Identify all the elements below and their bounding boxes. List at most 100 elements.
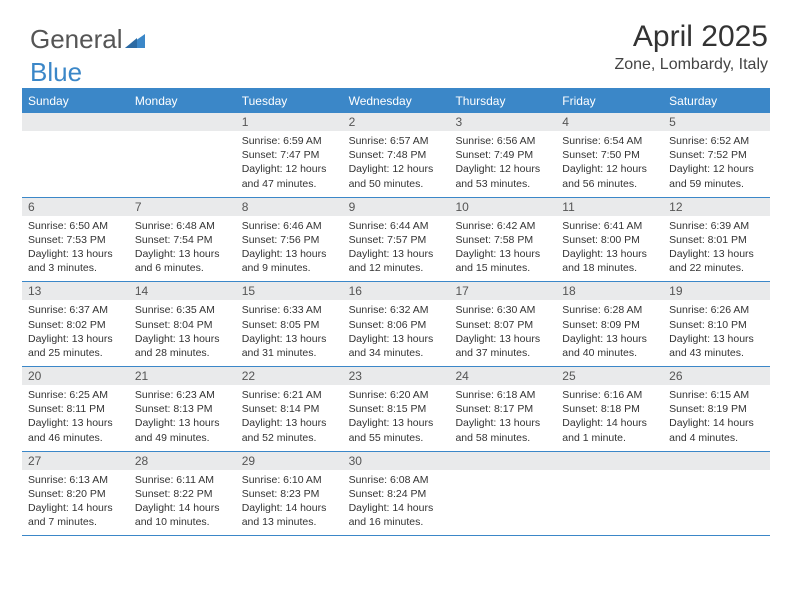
- day-number: 15: [236, 282, 343, 300]
- daylight-text: Daylight: 13 hours and 58 minutes.: [455, 416, 550, 444]
- sunrise-text: Sunrise: 6:08 AM: [349, 473, 444, 487]
- sunset-text: Sunset: 7:56 PM: [242, 233, 337, 247]
- calendar-day-cell: 7 Sunrise: 6:48 AMSunset: 7:54 PMDaylight…: [129, 198, 236, 282]
- day-info: Sunrise: 6:21 AMSunset: 8:14 PMDaylight:…: [236, 388, 343, 445]
- sunrise-text: Sunrise: 6:26 AM: [669, 303, 764, 317]
- daylight-text: Daylight: 13 hours and 37 minutes.: [455, 332, 550, 360]
- sunset-text: Sunset: 8:07 PM: [455, 318, 550, 332]
- sunrise-text: Sunrise: 6:18 AM: [455, 388, 550, 402]
- day-number: 21: [129, 367, 236, 385]
- day-info: Sunrise: 6:25 AMSunset: 8:11 PMDaylight:…: [22, 388, 129, 445]
- sunset-text: Sunset: 8:15 PM: [349, 402, 444, 416]
- sunrise-text: Sunrise: 6:44 AM: [349, 219, 444, 233]
- sunrise-text: Sunrise: 6:39 AM: [669, 219, 764, 233]
- sunrise-text: Sunrise: 6:35 AM: [135, 303, 230, 317]
- sunset-text: Sunset: 8:23 PM: [242, 487, 337, 501]
- sunset-text: Sunset: 8:19 PM: [669, 402, 764, 416]
- daylight-text: Daylight: 13 hours and 46 minutes.: [28, 416, 123, 444]
- calendar-day-cell: 5Sunrise: 6:52 AMSunset: 7:52 PMDaylight…: [663, 113, 770, 197]
- sunset-text: Sunset: 8:02 PM: [28, 318, 123, 332]
- day-number: 19: [663, 282, 770, 300]
- day-number: 7: [129, 198, 236, 216]
- sunrise-text: Sunrise: 6:56 AM: [455, 134, 550, 148]
- sunrise-text: Sunrise: 6:25 AM: [28, 388, 123, 402]
- calendar-day-cell: 27Sunrise: 6:13 AMSunset: 8:20 PMDayligh…: [22, 452, 129, 536]
- calendar-day-cell: 16Sunrise: 6:32 AMSunset: 8:06 PMDayligh…: [343, 282, 450, 366]
- day-number: 29: [236, 452, 343, 470]
- day-info: Sunrise: 6:11 AMSunset: 8:22 PMDaylight:…: [129, 473, 236, 530]
- sunrise-text: Sunrise: 6:46 AM: [242, 219, 337, 233]
- daylight-text: Daylight: 13 hours and 9 minutes.: [242, 247, 337, 275]
- sunset-text: Sunset: 7:50 PM: [562, 148, 657, 162]
- day-info: Sunrise: 6:18 AMSunset: 8:17 PMDaylight:…: [449, 388, 556, 445]
- calendar-day-cell: 10 Sunrise: 6:42 AMSunset: 7:58 PMDayligh…: [449, 198, 556, 282]
- daylight-text: Daylight: 13 hours and 12 minutes.: [349, 247, 444, 275]
- day-info: Sunrise: 6:39 AMSunset: 8:01 PMDaylight:…: [663, 219, 770, 276]
- sunset-text: Sunset: 7:54 PM: [135, 233, 230, 247]
- day-number: 10: [449, 198, 556, 216]
- calendar-header-cell: Thursday: [449, 90, 556, 113]
- calendar-day-cell: 23 Sunrise: 6:20 AMSunset: 8:15 PMDayligh…: [343, 367, 450, 451]
- day-number: 26: [663, 367, 770, 385]
- day-info: Sunrise: 6:42 AMSunset: 7:58 PMDaylight:…: [449, 219, 556, 276]
- calendar-day-cell: [129, 113, 236, 197]
- daylight-text: Daylight: 12 hours and 53 minutes.: [455, 162, 550, 190]
- day-number: [663, 452, 770, 470]
- sunrise-text: Sunrise: 6:21 AM: [242, 388, 337, 402]
- day-number: 4: [556, 113, 663, 131]
- sunset-text: Sunset: 8:14 PM: [242, 402, 337, 416]
- day-info: Sunrise: 6:52 AMSunset: 7:52 PMDaylight:…: [663, 134, 770, 191]
- sunrise-text: Sunrise: 6:41 AM: [562, 219, 657, 233]
- day-info: Sunrise: 6:23 AMSunset: 8:13 PMDaylight:…: [129, 388, 236, 445]
- sunrise-text: Sunrise: 6:15 AM: [669, 388, 764, 402]
- daylight-text: Daylight: 13 hours and 15 minutes.: [455, 247, 550, 275]
- calendar-day-cell: 15Sunrise: 6:33 AMSunset: 8:05 PMDayligh…: [236, 282, 343, 366]
- daylight-text: Daylight: 14 hours and 7 minutes.: [28, 501, 123, 529]
- day-info: Sunrise: 6:26 AMSunset: 8:10 PMDaylight:…: [663, 303, 770, 360]
- logo: General Blue: [30, 24, 147, 88]
- day-info: Sunrise: 6:50 AMSunset: 7:53 PMDaylight:…: [22, 219, 129, 276]
- sunset-text: Sunset: 7:49 PM: [455, 148, 550, 162]
- calendar-day-cell: [449, 452, 556, 536]
- sunrise-text: Sunrise: 6:59 AM: [242, 134, 337, 148]
- day-info: Sunrise: 6:48 AMSunset: 7:54 PMDaylight:…: [129, 219, 236, 276]
- calendar-day-cell: 14Sunrise: 6:35 AMSunset: 8:04 PMDayligh…: [129, 282, 236, 366]
- calendar-day-cell: 9Sunrise: 6:44 AMSunset: 7:57 PMDaylight…: [343, 198, 450, 282]
- day-info: Sunrise: 6:59 AMSunset: 7:47 PMDaylight:…: [236, 134, 343, 191]
- sunset-text: Sunset: 8:17 PM: [455, 402, 550, 416]
- day-number: 30: [343, 452, 450, 470]
- sunrise-text: Sunrise: 6:23 AM: [135, 388, 230, 402]
- logo-part2: Blue: [30, 57, 82, 87]
- calendar-week-row: 1Sunrise: 6:59 AMSunset: 7:47 PMDaylight…: [22, 113, 770, 198]
- sunset-text: Sunset: 8:11 PM: [28, 402, 123, 416]
- calendar-day-cell: 25Sunrise: 6:16 AMSunset: 8:18 PMDayligh…: [556, 367, 663, 451]
- sunset-text: Sunset: 8:05 PM: [242, 318, 337, 332]
- daylight-text: Daylight: 13 hours and 55 minutes.: [349, 416, 444, 444]
- day-number: 11: [556, 198, 663, 216]
- calendar-day-cell: 17Sunrise: 6:30 AMSunset: 8:07 PMDayligh…: [449, 282, 556, 366]
- daylight-text: Daylight: 12 hours and 47 minutes.: [242, 162, 337, 190]
- sunset-text: Sunset: 8:24 PM: [349, 487, 444, 501]
- day-number: 8: [236, 198, 343, 216]
- sunrise-text: Sunrise: 6:16 AM: [562, 388, 657, 402]
- logo-triangle-icon: [125, 26, 147, 57]
- daylight-text: Daylight: 12 hours and 50 minutes.: [349, 162, 444, 190]
- daylight-text: Daylight: 14 hours and 16 minutes.: [349, 501, 444, 529]
- day-info: Sunrise: 6:46 AMSunset: 7:56 PMDaylight:…: [236, 219, 343, 276]
- calendar-day-cell: 11 Sunrise: 6:41 AMSunset: 8:00 PMDayligh…: [556, 198, 663, 282]
- calendar-day-cell: 13Sunrise: 6:37 AMSunset: 8:02 PMDayligh…: [22, 282, 129, 366]
- daylight-text: Daylight: 13 hours and 18 minutes.: [562, 247, 657, 275]
- calendar-day-cell: 6Sunrise: 6:50 AMSunset: 7:53 PMDaylight…: [22, 198, 129, 282]
- day-number: [22, 113, 129, 131]
- day-info: Sunrise: 6:15 AMSunset: 8:19 PMDaylight:…: [663, 388, 770, 445]
- sunrise-text: Sunrise: 6:54 AM: [562, 134, 657, 148]
- calendar-header-cell: Wednesday: [343, 90, 450, 113]
- sunset-text: Sunset: 8:01 PM: [669, 233, 764, 247]
- sunrise-text: Sunrise: 6:10 AM: [242, 473, 337, 487]
- sunrise-text: Sunrise: 6:20 AM: [349, 388, 444, 402]
- day-info: Sunrise: 6:57 AMSunset: 7:48 PMDaylight:…: [343, 134, 450, 191]
- day-info: Sunrise: 6:44 AMSunset: 7:57 PMDaylight:…: [343, 219, 450, 276]
- day-number: 23: [343, 367, 450, 385]
- sunset-text: Sunset: 8:00 PM: [562, 233, 657, 247]
- daylight-text: Daylight: 12 hours and 59 minutes.: [669, 162, 764, 190]
